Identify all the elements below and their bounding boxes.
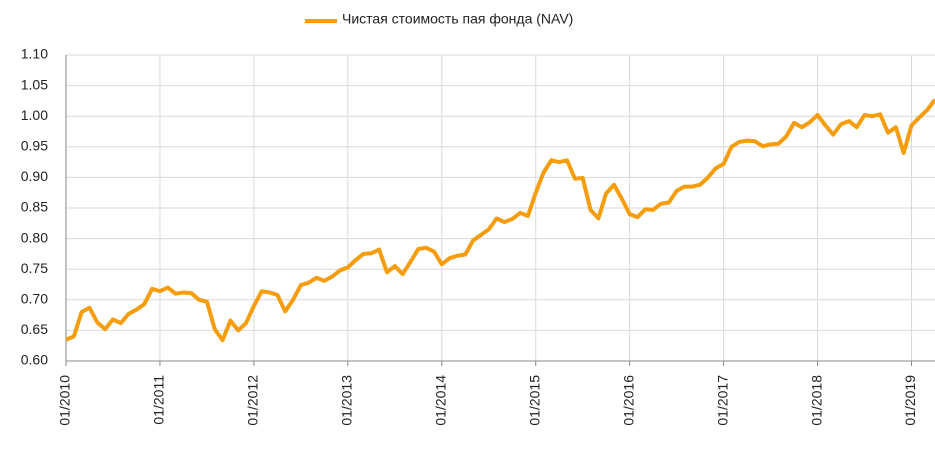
y-tick-label: 0.60 [21, 352, 48, 368]
x-tick-label: 01/2012 [245, 375, 261, 426]
legend-label: Чистая стоимость пая фонда (NAV) [342, 11, 573, 27]
x-tick-label: 01/2015 [526, 375, 542, 426]
x-tick-label: 01/2017 [714, 375, 730, 426]
y-tick-label: 0.65 [21, 321, 48, 337]
series-line [65, 98, 935, 343]
y-tick-label: 0.95 [21, 138, 48, 154]
y-tick-label: 0.70 [21, 291, 48, 307]
y-tick-label: 1.10 [21, 46, 48, 62]
x-tick-label: 01/2010 [57, 375, 73, 426]
x-tick-label: 01/2016 [620, 375, 636, 426]
y-tick-label: 0.85 [21, 199, 48, 215]
y-tick-label: 0.90 [21, 168, 48, 184]
x-tick-label: 01/2013 [339, 375, 355, 426]
y-tick-label: 0.80 [21, 229, 48, 245]
x-tick-label: 01/2014 [432, 375, 448, 426]
y-tick-label: 1.00 [21, 107, 48, 123]
x-tick-label: 01/2018 [808, 375, 824, 426]
x-tick-label: 01/2011 [151, 375, 167, 425]
y-tick-label: 1.05 [21, 76, 48, 92]
x-tick-label: 01/2019 [902, 375, 918, 426]
y-tick-label: 0.75 [21, 260, 48, 276]
